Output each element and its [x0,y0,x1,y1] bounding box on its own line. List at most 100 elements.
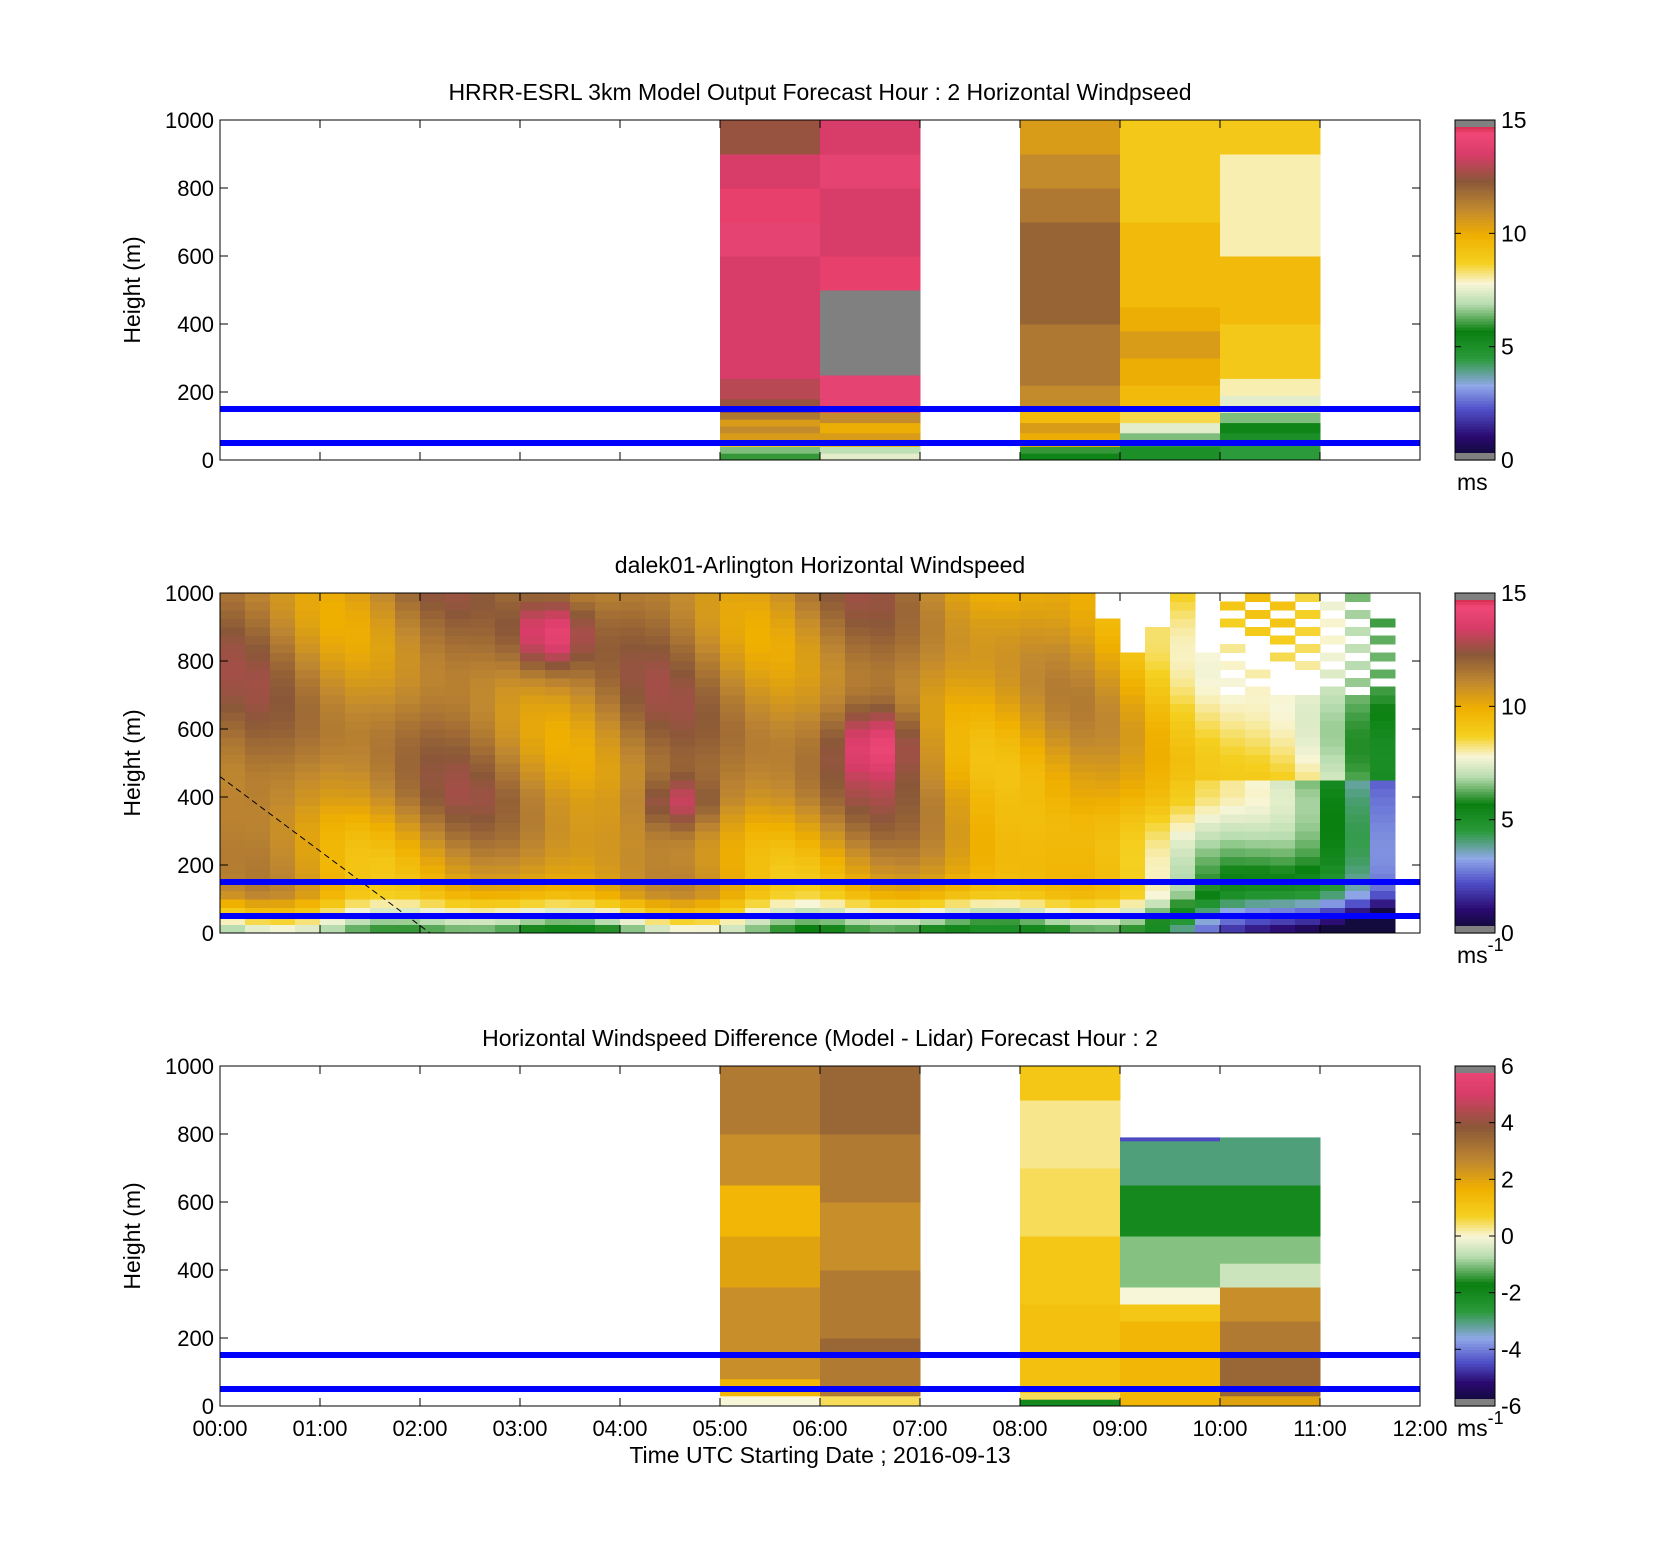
heatmap-cell [570,746,596,755]
heatmap-cell [945,890,971,900]
heatmap-cell [795,754,821,764]
heatmap-cell [1020,1304,1121,1393]
heatmap-cell [845,669,871,679]
heatmap-cell [745,661,771,670]
heatmap-cell [395,865,421,874]
heatmap-cell [795,771,821,781]
heatmap-cell [345,907,371,917]
heatmap-cell [370,686,396,696]
heatmap-cell [695,797,721,806]
heatmap-cell [1245,686,1271,696]
heatmap-cell [745,737,771,747]
heatmap-cell [470,669,496,679]
colorbar-tick-label: -4 [1501,1336,1522,1362]
heatmap-cell [495,627,521,636]
heatmap-cell [1270,754,1296,764]
heatmap-cell [645,635,671,645]
heatmap-cell [770,856,796,866]
heatmap-cell [595,839,621,849]
heatmap-cell [270,712,296,721]
heatmap-cell [495,848,521,857]
heatmap-cell [1220,644,1246,653]
colorbar-swatch [1455,859,1495,863]
heatmap-cell [720,797,746,806]
colorbar-swatch [1455,913,1495,917]
heatmap-cell [970,644,996,653]
heatmap-cell [1020,865,1046,874]
heatmap-cell [1320,890,1346,900]
heatmap-cell [420,856,446,866]
heatmap-cell [295,695,321,704]
heatmap-cell [1020,1236,1121,1305]
heatmap-cell [920,848,946,857]
heatmap-cell [1120,409,1221,424]
heatmap-cell [1195,831,1221,840]
heatmap-cell [1170,873,1196,883]
colorbar-swatch [1455,870,1495,875]
heatmap-cell [1045,593,1071,602]
heatmap-cell [1020,120,1121,155]
heatmap-cell [1270,865,1296,874]
heatmap-cell [845,661,871,670]
heatmap-cell [1145,899,1171,908]
colorbar-swatch [1455,649,1495,654]
colorbar-swatch [1455,1329,1495,1333]
colorbar-swatch [1455,734,1495,739]
heatmap-cell [670,669,696,679]
heatmap-cell [1070,890,1096,900]
heatmap-cell [320,627,346,636]
heatmap-cell [1070,916,1096,925]
colorbar-swatch [1455,1284,1495,1288]
heatmap-cell [870,848,896,857]
colorbar-swatch [1455,700,1495,705]
heatmap-cell [1170,703,1196,713]
colorbar-unit-base: ms [1457,1415,1488,1441]
heatmap-cell [720,890,746,900]
heatmap-cell [970,661,996,670]
heatmap-cell [1120,720,1146,730]
colorbar-swatch [1455,743,1495,747]
heatmap-cell [520,839,546,849]
heatmap-cell [1270,695,1296,704]
heatmap-cell [1095,814,1121,823]
heatmap-cell [745,729,771,738]
heatmap-cell [845,712,871,721]
heatmap-cell [1170,899,1196,908]
x-tick-label: 07:00 [892,1416,947,1441]
heatmap-cell [470,822,496,832]
heatmap-cell [1220,601,1246,611]
heatmap-cell [545,831,571,840]
heatmap-cell [1020,899,1046,908]
heatmap-cell [1220,695,1246,704]
heatmap-cell [720,290,821,325]
heatmap-cell [295,848,321,857]
heatmap-cell [470,712,496,721]
heatmap-cell [295,593,321,602]
heatmap-cell [345,627,371,636]
heatmap-cell [1070,754,1096,764]
colorbar-swatch [1455,156,1495,161]
heatmap-cell [370,805,396,815]
heatmap-cell [445,618,471,628]
heatmap-cell [245,678,271,687]
heatmap-cell [295,771,321,781]
heatmap-cell [470,907,496,917]
heatmap-cell [645,695,671,704]
heatmap-cell [1195,695,1221,704]
colorbar-tick-label: 2 [1501,1166,1514,1192]
heatmap-cell [295,865,321,874]
heatmap-cell [1045,831,1071,840]
colorbar-swatch [1455,207,1495,212]
heatmap-cell [1295,754,1321,764]
heatmap-cell [570,644,596,653]
colorbar-swatch [1455,1301,1495,1305]
colorbar-swatch [1455,202,1495,206]
heatmap-cell [345,661,371,670]
heatmap-cell [470,771,496,781]
colorbar-swatch [1455,1343,1495,1348]
heatmap-cell [670,907,696,917]
heatmap-cell [1045,678,1071,687]
colorbar-swatch [1455,1114,1495,1118]
heatmap-cell [420,882,446,891]
colorbar-unit-base: ms [1457,469,1488,495]
